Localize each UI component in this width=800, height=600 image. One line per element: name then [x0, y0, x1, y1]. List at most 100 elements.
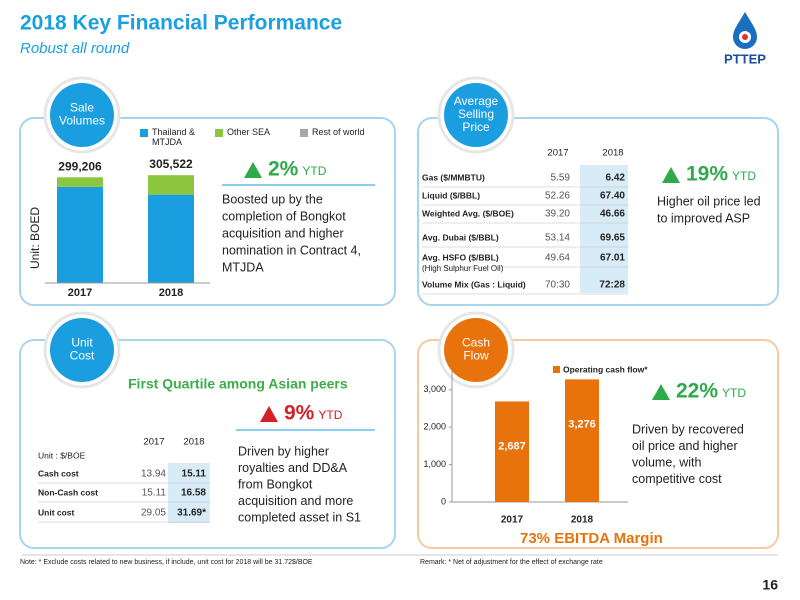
value-label: 3,276	[568, 418, 596, 430]
x-tick-label: 2017	[501, 515, 524, 526]
legend-label: Other SEA	[227, 127, 271, 137]
badge-label: Cash	[462, 336, 490, 350]
description: Driven by higher	[238, 444, 329, 458]
legend-box: Other SEA	[227, 127, 271, 137]
badge-label: Flow	[463, 349, 489, 363]
cell: 13.94	[141, 469, 166, 480]
headline: First Quartile among Asian peers	[128, 376, 348, 392]
total-label: 305,522	[149, 157, 193, 171]
change-value: 9%	[284, 402, 315, 425]
cell: 15.11	[142, 488, 167, 499]
bar-segment	[148, 175, 194, 195]
y-tick-label: 0	[441, 496, 446, 506]
description: completed asset in S1	[238, 510, 361, 524]
column-header: 2017	[547, 148, 568, 159]
change-value: 19%	[686, 163, 728, 186]
table-highlight	[168, 463, 210, 523]
badge-label: Volumes	[59, 114, 105, 128]
row-label: Liquid ($/BBL)	[422, 190, 480, 200]
cell: 15.11	[182, 469, 207, 480]
badge-label: Price	[462, 120, 490, 134]
description: from Bongkot	[238, 477, 313, 491]
cell: 16.58	[181, 488, 206, 499]
bar-segment	[57, 186, 103, 283]
logo-core	[742, 34, 748, 40]
row-label: Volume Mix (Gas : Liquid)	[422, 279, 526, 289]
legend-swatch	[140, 129, 148, 137]
change-value: 2%	[268, 158, 299, 181]
panel	[19, 117, 396, 306]
page-number: 16	[762, 577, 778, 593]
warning-triangle	[260, 406, 278, 422]
logo-text: PTTEP	[724, 51, 766, 66]
legend-box: Thailand & MTJDA	[152, 127, 196, 147]
logo-drop	[733, 12, 757, 49]
description: completion of Bongkot	[222, 209, 346, 223]
badge-label: Cost	[70, 349, 95, 363]
y-tick-label: 3,000	[423, 384, 446, 394]
description: MTJDA	[222, 260, 264, 274]
row-label: Weighted Avg. ($/BOE)	[422, 208, 514, 218]
legend-swatch	[300, 129, 308, 137]
total-label: 299,206	[58, 159, 102, 173]
note: Remark: * Net of adjustment for the effe…	[420, 559, 603, 566]
row-note: (High Sulphur Fuel Oil)	[422, 264, 504, 273]
row-label: Avg. HSFO ($/BBL)	[422, 252, 499, 262]
y-tick-label: 1,000	[423, 459, 446, 469]
description: to improved ASP	[657, 211, 750, 225]
badge-label: Sale	[70, 101, 94, 115]
cell: 53.14	[545, 233, 570, 244]
legend-label: Thailand & MTJDA	[152, 127, 196, 147]
cell: 67.40	[600, 191, 625, 202]
bar-segment	[148, 194, 194, 283]
description: Higher oil price led	[657, 194, 761, 208]
cell: 67.01	[600, 253, 625, 264]
up-arrow	[662, 167, 680, 183]
cell: 69.65	[600, 233, 625, 244]
cell: 70:30	[545, 280, 570, 291]
ebitda-margin: 73% EBITDA Margin	[520, 530, 663, 547]
change-unit: YTD	[722, 386, 746, 400]
legend-label: Operating cash flow*	[563, 364, 648, 374]
panel	[19, 339, 396, 549]
legend-swatch	[553, 366, 560, 373]
description: Boosted up by the	[222, 192, 323, 206]
value-label: 2,687	[498, 440, 526, 452]
badge	[50, 83, 114, 147]
legend-box: Rest of world	[312, 127, 365, 137]
badge-label: Selling	[458, 107, 494, 121]
row-label: Non-Cash cost	[38, 487, 98, 497]
x-tick-label: 2018	[571, 515, 594, 526]
title: 2018 Key Financial Performance	[20, 12, 342, 35]
column-header: 2018	[602, 148, 623, 159]
legend-label: Rest of world	[312, 127, 365, 137]
logo: PTTEP	[724, 12, 766, 66]
cell: 5.59	[551, 173, 571, 184]
bar	[565, 379, 599, 502]
description: royalties and DD&A	[238, 461, 348, 475]
bar	[495, 401, 529, 502]
badge	[50, 318, 114, 382]
change-unit: YTD	[318, 408, 342, 422]
description: oil price and higher	[632, 439, 738, 453]
legend-swatch	[215, 129, 223, 137]
row-label: Cash cost	[38, 468, 79, 478]
up-arrow	[652, 384, 670, 400]
description: acquisition and more	[238, 494, 353, 508]
badge-label: Unit	[71, 336, 93, 350]
column-header: 2018	[183, 437, 204, 448]
note: Note: * Exclude costs related to new bus…	[20, 559, 313, 566]
row-label: Unit cost	[38, 507, 75, 517]
badge	[444, 83, 508, 147]
description: volume, with	[632, 455, 702, 469]
cell: 29.05	[141, 508, 166, 519]
badge	[444, 318, 508, 382]
row-label: Avg. Dubai ($/BBL)	[422, 232, 499, 242]
y-tick-label: 2,000	[423, 422, 446, 432]
x-tick-label: 2017	[68, 287, 92, 299]
cell: 52.26	[545, 191, 570, 202]
table-highlight	[580, 165, 628, 293]
description: acquisition and higher	[222, 226, 344, 240]
